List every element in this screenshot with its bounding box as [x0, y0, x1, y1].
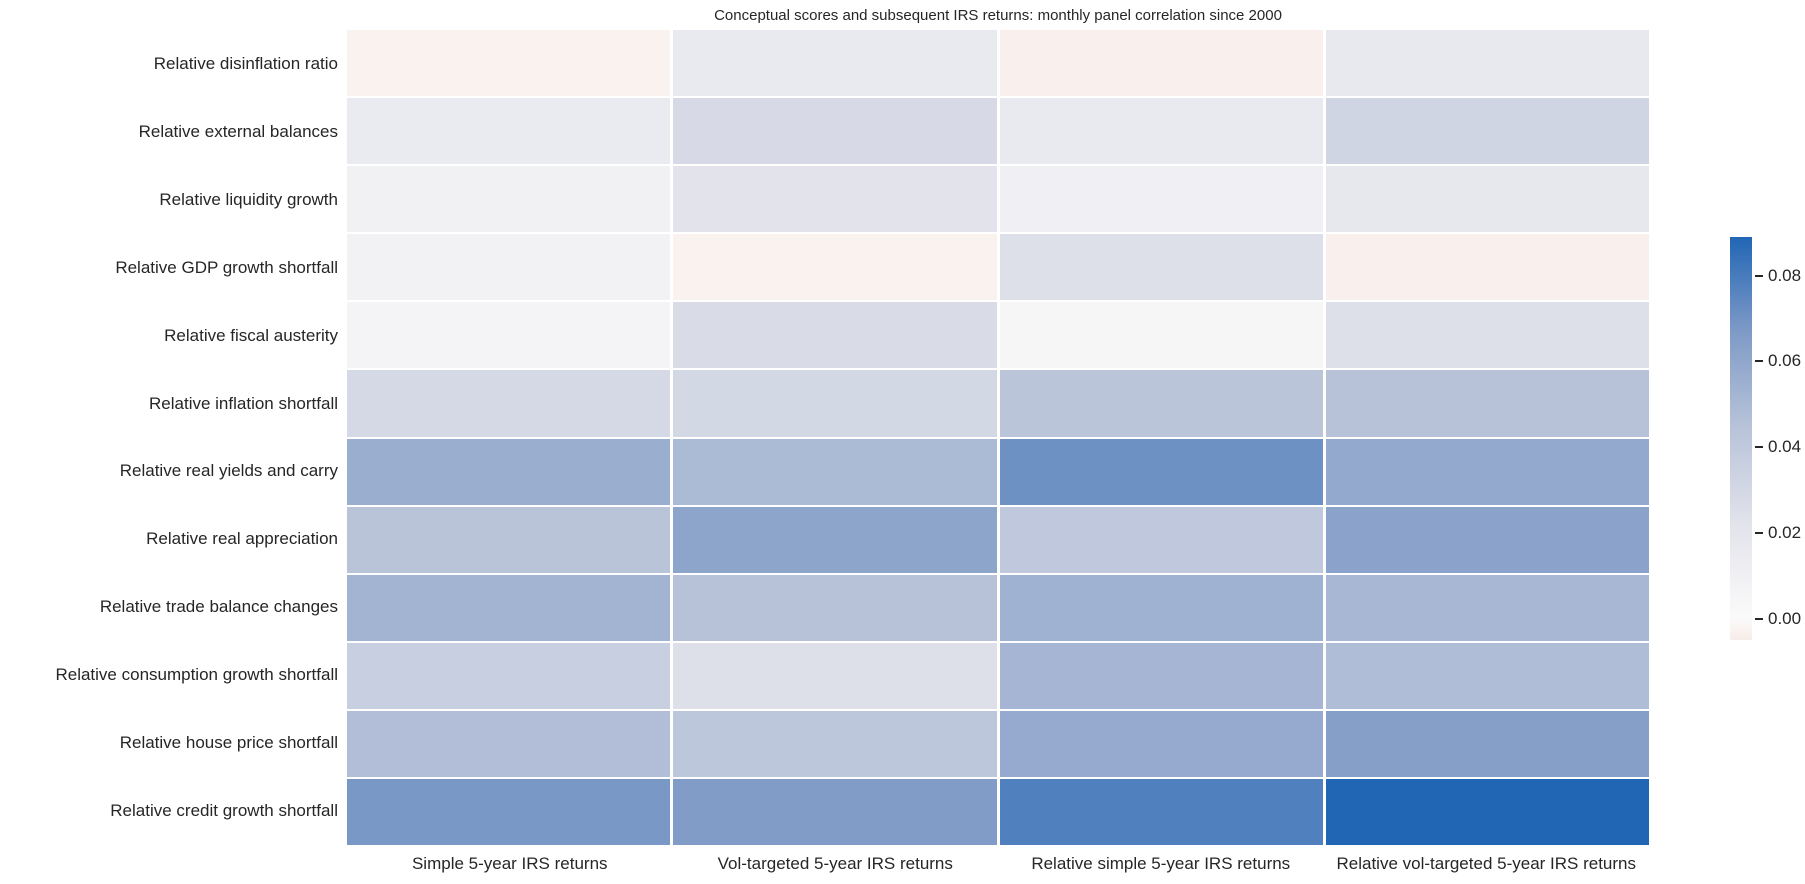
row-label: Relative credit growth shortfall — [110, 801, 338, 821]
heatmap-cell — [999, 506, 1323, 573]
heatmap-cell — [347, 370, 671, 437]
heatmap-cell — [1325, 642, 1649, 709]
heatmap-cell — [999, 98, 1323, 165]
heatmap-cell — [999, 642, 1323, 709]
heatmap-cell — [347, 234, 671, 301]
heatmap-cell — [1325, 438, 1649, 505]
heatmap-cell — [1325, 574, 1649, 641]
heatmap-cell — [673, 506, 997, 573]
colorbar-tick-mark — [1755, 446, 1763, 449]
row-label: Relative trade balance changes — [99, 597, 338, 617]
colorbar-tick-mark — [1755, 617, 1763, 620]
heatmap-cell — [999, 30, 1323, 97]
colorbar — [1730, 237, 1752, 640]
heatmap-cell — [1325, 98, 1649, 165]
heatmap-cell — [347, 302, 671, 369]
heatmap-cell — [999, 778, 1323, 845]
row-label: Relative house price shortfall — [119, 733, 338, 753]
heatmap-cell — [999, 234, 1323, 301]
row-label: Relative disinflation ratio — [153, 53, 338, 73]
heatmap-cell — [347, 778, 671, 845]
heatmap-cell — [673, 30, 997, 97]
heatmap-cell — [673, 302, 997, 369]
heatmap-cell — [347, 506, 671, 573]
heatmap-cell — [673, 234, 997, 301]
colorbar-tick-label: 0.06 — [1768, 351, 1802, 371]
colorbar-tick-label: 0.04 — [1768, 437, 1802, 457]
column-label: Simple 5-year IRS returns — [411, 854, 608, 873]
colorbar-tick-mark — [1755, 360, 1763, 363]
heatmap-cell — [999, 438, 1323, 505]
heatmap-cell — [1325, 370, 1649, 437]
column-label: Vol-targeted 5-year IRS returns — [717, 854, 953, 873]
heatmap-cell — [347, 642, 671, 709]
colorbar-tick-label: 0.02 — [1768, 522, 1802, 542]
heatmap-cell — [1325, 166, 1649, 233]
column-label: Relative simple 5-year IRS returns — [1031, 854, 1291, 873]
column-label: Relative vol-targeted 5-year IRS returns — [1336, 854, 1637, 873]
heatmap-cell — [673, 778, 997, 845]
heatmap-cell — [673, 710, 997, 777]
heatmap-cell — [999, 166, 1323, 233]
colorbar-tick-label: 0.00 — [1768, 608, 1802, 628]
heatmap-cell — [347, 30, 671, 97]
row-label: Relative GDP growth shortfall — [115, 257, 338, 277]
heatmap-cell — [673, 166, 997, 233]
row-label: Relative consumption growth shortfall — [55, 665, 338, 685]
heatmap-cell — [1325, 778, 1649, 845]
heatmap-cell — [347, 98, 671, 165]
heatmap-cell — [673, 438, 997, 505]
heatmap-cell — [673, 642, 997, 709]
heatmap-cell — [1325, 234, 1649, 301]
colorbar-tick-label: 0.08 — [1768, 265, 1802, 285]
colorbar-tick-mark — [1755, 531, 1763, 534]
heatmap-cell — [347, 166, 671, 233]
row-label: Relative liquidity growth — [159, 189, 338, 209]
chart-title: Conceptual scores and subsequent IRS ret… — [714, 7, 1282, 24]
row-label: Relative inflation shortfall — [149, 393, 338, 413]
row-label: Relative external balances — [138, 121, 338, 141]
heatmap-cell — [999, 302, 1323, 369]
heatmap-cell — [347, 574, 671, 641]
heatmap-cell — [673, 574, 997, 641]
heatmap-cell — [999, 574, 1323, 641]
heatmap-cell — [999, 370, 1323, 437]
heatmap-grid — [347, 30, 1649, 845]
heatmap-cell — [1325, 302, 1649, 369]
row-label: Relative real yields and carry — [119, 461, 338, 481]
heatmap-cell — [1325, 506, 1649, 573]
heatmap-cell — [347, 710, 671, 777]
colorbar-tick-mark — [1755, 274, 1763, 277]
heatmap-cell — [1325, 710, 1649, 777]
heatmap-cell — [347, 438, 671, 505]
heatmap-cell — [673, 98, 997, 165]
heatmap-cell — [1325, 30, 1649, 97]
heatmap-cell — [673, 370, 997, 437]
heatmap-cell — [999, 710, 1323, 777]
row-label: Relative real appreciation — [146, 529, 338, 549]
row-label: Relative fiscal austerity — [164, 325, 338, 345]
